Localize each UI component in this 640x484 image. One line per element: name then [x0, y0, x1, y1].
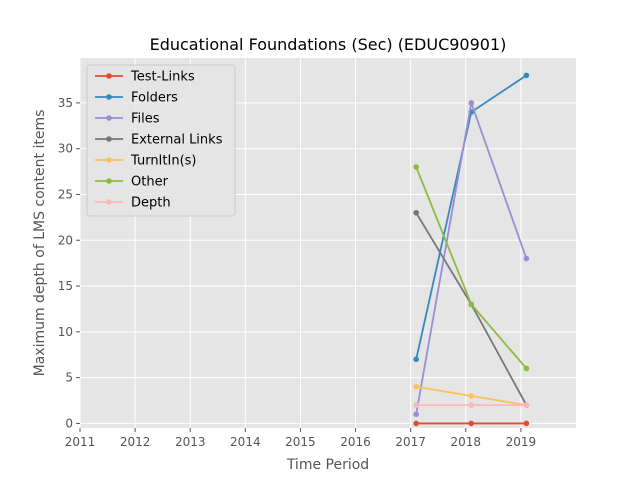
x-tick-label: 2015: [285, 435, 316, 449]
legend-item: Depth: [95, 196, 171, 211]
data-point: [468, 402, 475, 408]
legend-box: [86, 64, 236, 217]
series-other: [413, 164, 530, 372]
data-point: [413, 402, 419, 408]
y-tick-label: 25: [58, 187, 73, 201]
legend: Test-Links Folders Files External Links Turn…: [86, 64, 236, 217]
data-point: [523, 420, 530, 427]
legend-marker: [106, 115, 112, 121]
x-tick-label: 2017: [395, 435, 426, 449]
y-tick-label: 20: [58, 233, 73, 247]
data-point: [523, 365, 530, 372]
data-point: [413, 164, 419, 170]
legend-marker: [106, 94, 112, 100]
data-point: [413, 356, 419, 363]
data-point: [523, 402, 530, 408]
legend-marker: [106, 136, 112, 142]
legend-label: Files: [131, 112, 160, 127]
legend-marker: [106, 199, 112, 205]
y-tick-label: 10: [58, 325, 73, 339]
x-axis-label: Time Period: [286, 457, 369, 473]
legend-item: External Links: [95, 133, 223, 148]
legend-item: TurnItIn(s): [95, 154, 196, 169]
series-test-links: [413, 420, 530, 427]
legend-marker: [106, 73, 112, 79]
data-point: [413, 411, 419, 418]
data-point: [468, 393, 475, 399]
x-tick-label: 2013: [175, 435, 206, 449]
series-lines: [413, 72, 530, 427]
legend-label: Folders: [131, 91, 178, 106]
data-point: [413, 383, 419, 390]
series-files: [413, 99, 530, 418]
y-tick-label: 5: [65, 371, 73, 385]
x-tick-label: 2019: [506, 435, 537, 449]
legend-item: Other: [95, 175, 169, 190]
legend-label: Depth: [131, 196, 171, 211]
legend-marker: [106, 157, 112, 163]
data-point: [468, 420, 475, 427]
y-axis-label: Maximum depth of LMS content items: [32, 110, 48, 377]
data-point: [413, 209, 419, 216]
y-tick-label: 30: [58, 142, 73, 156]
legend-marker: [106, 178, 112, 184]
y-tick-label: 0: [65, 416, 73, 430]
legend-item: Files: [95, 112, 160, 127]
x-tick-label: 2016: [340, 435, 371, 449]
legend-item: Folders: [95, 91, 178, 106]
x-tick-label: 2014: [230, 435, 261, 449]
x-tick-label: 2011: [65, 435, 96, 449]
axis-ticks: 2011 2012 2013 2014 2015 2016 2017 2018 20190510…: [58, 96, 536, 449]
data-point: [523, 72, 530, 79]
legend-item: Test-Links: [95, 70, 195, 85]
data-point: [523, 255, 530, 262]
data-point: [413, 420, 419, 427]
legend-label: TurnItIn(s): [130, 154, 196, 169]
legend-label: External Links: [131, 133, 223, 148]
x-tick-label: 2018: [451, 435, 482, 449]
series-depth: [413, 402, 530, 408]
y-tick-label: 35: [58, 96, 73, 110]
data-point: [468, 301, 475, 308]
data-point: [468, 100, 475, 106]
y-tick-label: 15: [58, 279, 73, 293]
x-tick-label: 2012: [120, 435, 151, 449]
chart-title: Educational Foundations (Sec) (EDUC90901…: [150, 35, 507, 54]
legend-label: Other: [131, 175, 169, 190]
legend-label: Test-Links: [130, 70, 195, 85]
